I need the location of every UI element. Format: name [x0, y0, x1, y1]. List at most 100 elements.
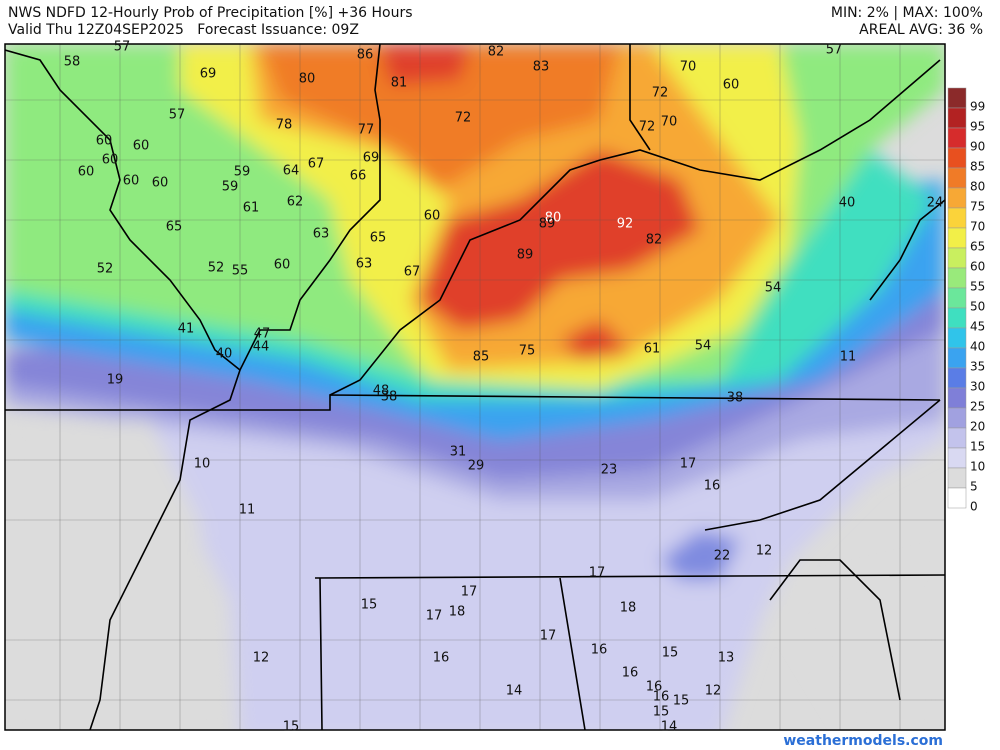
- value-label: 72: [639, 120, 656, 135]
- value-label: 77: [358, 123, 375, 138]
- min-max: MIN: 2% | MAX: 100%: [831, 5, 983, 21]
- legend-label: 85: [970, 160, 985, 174]
- legend-swatch: [947, 407, 967, 429]
- value-label: 89: [517, 248, 534, 263]
- value-label: 14: [506, 684, 523, 699]
- value-label: 17: [680, 457, 697, 472]
- county-lines: [5, 44, 945, 730]
- value-label: 14: [661, 720, 678, 735]
- value-label: 57: [114, 40, 131, 55]
- value-label: 38: [381, 390, 398, 405]
- value-label: 24: [927, 196, 944, 211]
- value-label: 60: [723, 78, 740, 93]
- value-label: 57: [169, 108, 186, 123]
- value-label: 16: [704, 479, 721, 494]
- value-label: 82: [488, 45, 505, 60]
- value-label: 55: [232, 264, 249, 279]
- value-label: 80: [545, 211, 562, 226]
- value-label: 67: [308, 157, 325, 172]
- value-label: 47: [254, 327, 271, 342]
- value-label: 83: [533, 60, 550, 75]
- legend-label: 40: [970, 340, 985, 354]
- legend-swatch: [947, 427, 967, 449]
- value-label: 17: [540, 629, 557, 644]
- value-label: 16: [591, 643, 608, 658]
- value-labels: 57 58 69 80 86 82 83 81 70 57 60 72 57 78 77 72 72 70 60 60…: [64, 40, 944, 735]
- value-label: 66: [350, 169, 367, 184]
- value-label: 44: [253, 340, 270, 355]
- value-label: 52: [97, 262, 114, 277]
- value-label: 72: [455, 111, 472, 126]
- value-label: 31: [450, 445, 467, 460]
- value-label: 19: [107, 373, 124, 388]
- legend-swatch: [947, 247, 967, 269]
- legend-label: 30: [970, 380, 985, 394]
- value-label: 75: [519, 344, 536, 359]
- value-label: 89: [539, 217, 556, 232]
- value-label: 18: [449, 605, 466, 620]
- credit[interactable]: weathermodels.com: [783, 733, 943, 749]
- value-label: 60: [78, 165, 95, 180]
- legend-swatch: [947, 267, 967, 289]
- valid-time: Valid Thu 12Z04SEP2025 Forecast Issuance…: [8, 22, 359, 38]
- value-label: 92: [617, 217, 634, 232]
- value-label: 52: [208, 261, 225, 276]
- legend-label: 15: [970, 440, 985, 454]
- value-label: 29: [468, 459, 485, 474]
- value-label: 60: [274, 258, 291, 273]
- legend-swatch: [947, 127, 967, 149]
- areal-average: AREAL AVG: 36 %: [859, 22, 983, 38]
- value-label: 63: [356, 257, 373, 272]
- value-label: 70: [661, 115, 678, 130]
- value-label: 18: [620, 601, 637, 616]
- legend-label: 99: [970, 100, 985, 114]
- legend-swatch: [947, 227, 967, 249]
- value-label: 11: [239, 503, 256, 518]
- value-label: 69: [200, 67, 217, 82]
- value-label: 11: [840, 350, 857, 365]
- legend-swatch: [947, 147, 967, 169]
- value-label: 13: [718, 651, 735, 666]
- value-label: 63: [313, 227, 330, 242]
- legend-label: 20: [970, 420, 985, 434]
- value-label: 61: [644, 342, 661, 357]
- value-label: 59: [222, 180, 239, 195]
- value-label: 16: [433, 651, 450, 666]
- value-label: 16: [622, 666, 639, 681]
- value-label: 60: [123, 174, 140, 189]
- value-label: 16: [646, 680, 663, 695]
- legend-label: 70: [970, 220, 985, 234]
- value-label: 48: [373, 384, 390, 399]
- value-label: 17: [426, 609, 443, 624]
- value-label: 85: [473, 350, 490, 365]
- map-frame: [4, 43, 946, 731]
- legend-swatch: [947, 287, 967, 309]
- value-label: 17: [589, 566, 606, 581]
- value-label: 69: [363, 151, 380, 166]
- precip-field: [5, 44, 945, 730]
- value-label: 40: [216, 347, 233, 362]
- value-label: 80: [299, 72, 316, 87]
- legend-label: 10: [970, 460, 985, 474]
- legend-swatch: [947, 367, 967, 389]
- legend-label: 65: [970, 240, 985, 254]
- legend-label: 0: [970, 500, 978, 514]
- legend-label: 60: [970, 260, 985, 274]
- value-label: 12: [756, 544, 773, 559]
- legend-label: 50: [970, 300, 985, 314]
- value-label: 40: [839, 196, 856, 211]
- legend-label: 45: [970, 320, 985, 334]
- value-label: 60: [96, 134, 113, 149]
- legend-label: 80: [970, 180, 985, 194]
- value-label: 61: [243, 201, 260, 216]
- value-label: 38: [727, 391, 744, 406]
- value-label: 81: [391, 76, 408, 91]
- legend-label: 90: [970, 140, 985, 154]
- value-label: 15: [653, 705, 670, 720]
- legend-swatch: [947, 107, 967, 129]
- legend-swatch: [947, 447, 967, 469]
- value-label: 17: [461, 585, 478, 600]
- value-label: 72: [652, 86, 669, 101]
- value-label: 78: [276, 118, 293, 133]
